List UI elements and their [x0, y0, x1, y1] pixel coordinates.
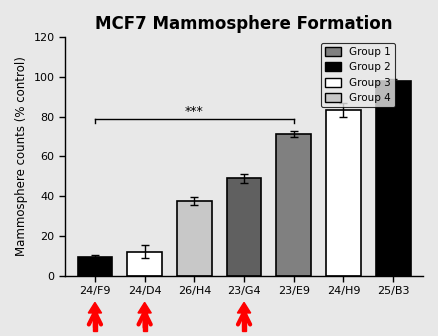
Bar [127, 252, 162, 276]
Y-axis label: Mammosphere counts (% control): Mammosphere counts (% control) [15, 56, 28, 256]
Bar [226, 178, 261, 276]
Polygon shape [242, 313, 246, 331]
Polygon shape [88, 302, 102, 313]
Bar [276, 134, 311, 276]
Bar [376, 81, 410, 276]
Text: ***: *** [185, 105, 204, 118]
Bar [78, 257, 112, 276]
Polygon shape [237, 302, 251, 313]
Polygon shape [142, 313, 147, 331]
Bar [177, 201, 212, 276]
Polygon shape [138, 302, 151, 313]
Polygon shape [93, 313, 97, 331]
Title: MCF7 Mammosphere Formation: MCF7 Mammosphere Formation [95, 15, 393, 33]
Legend: Group 1, Group 2, Group 3, Group 4: Group 1, Group 2, Group 3, Group 4 [321, 43, 395, 108]
Bar [326, 110, 361, 276]
